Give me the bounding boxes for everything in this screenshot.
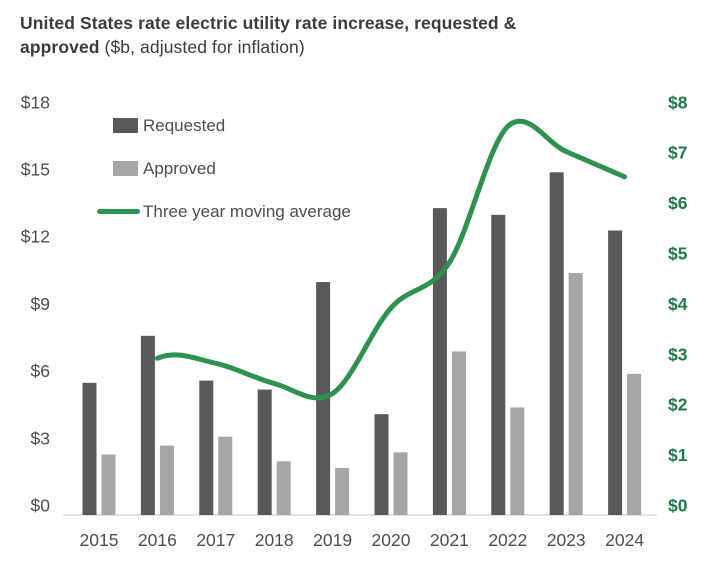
right-axis-tick-4: $4 [668,294,688,314]
bar-approved-2016 [159,445,174,515]
left-axis-tick-9: $9 [31,294,50,314]
x-axis-label-2018: 2018 [255,530,294,550]
x-axis-label-2015: 2015 [80,530,119,550]
bar-requested-2015 [82,382,97,515]
x-axis-label-2016: 2016 [138,530,177,550]
moving-average-line [154,118,628,401]
x-axis-label-2023: 2023 [547,530,586,550]
legend-item-approved: Approved [97,158,351,178]
chart-title-bold-word: approved [20,37,100,57]
bar-requested-2024 [608,230,623,515]
x-axis-label-2019: 2019 [313,530,352,550]
x-axis-label-2020: 2020 [372,530,411,550]
bar-requested-2023 [549,172,564,515]
bar-approved-2022 [510,407,525,515]
legend-label-requested: Requested [143,115,226,135]
legend-item-moving-average: Three year moving average [97,201,351,221]
bar-approved-2023 [568,273,583,515]
bar-approved-2018 [276,461,291,515]
x-axis-label-2022: 2022 [488,530,527,550]
legend-item-requested: Requested [97,115,351,135]
left-axis-tick-12: $12 [21,227,50,247]
left-axis-tick-3: $3 [31,428,50,448]
right-axis-tick-7: $7 [668,143,687,163]
right-axis-tick-8: $8 [668,92,688,112]
bar-requested-2016 [140,335,155,515]
x-axis-label-2021: 2021 [430,530,469,550]
left-axis-tick-18: $18 [21,92,50,112]
bar-requested-2021 [432,208,447,515]
legend-label-approved: Approved [143,158,216,178]
legend-swatch-approved [113,161,138,176]
bar-requested-2022 [491,214,506,515]
right-axis-tick-0: $0 [668,496,688,516]
chart-legend: Requested Approved Three year moving ave… [97,115,351,221]
bar-approved-2024 [627,373,642,515]
left-axis-tick-6: $6 [31,361,50,381]
left-axis-tick-0: $0 [31,496,51,516]
bar-requested-2017 [199,380,214,515]
bar-approved-2020 [393,452,408,515]
legend-label-moving-average: Three year moving average [143,201,351,221]
legend-swatch-requested [113,118,138,133]
right-axis-tick-1: $1 [668,445,688,465]
bar-approved-2015 [101,454,116,515]
right-axis-tick-3: $3 [668,344,688,364]
left-axis-tick-15: $15 [21,160,50,180]
bar-approved-2021 [451,351,466,515]
legend-swatch-moving-average-line [97,209,140,214]
right-axis-tick-2: $2 [668,395,688,415]
bar-approved-2017 [218,436,233,515]
x-axis-label-2024: 2024 [605,530,644,550]
right-axis-tick-6: $6 [668,193,688,213]
chart-title-line1: United States rate electric utility rate… [20,13,517,33]
bar-requested-2020 [374,414,389,515]
bar-approved-2019 [335,467,350,515]
chart-subtitle: ($b, adjusted for inflation) [99,37,305,57]
x-axis-label-2017: 2017 [196,530,235,550]
bar-requested-2018 [257,389,272,515]
chart-title: United States rate electric utility rate… [20,11,680,59]
right-axis-tick-5: $5 [668,244,688,264]
